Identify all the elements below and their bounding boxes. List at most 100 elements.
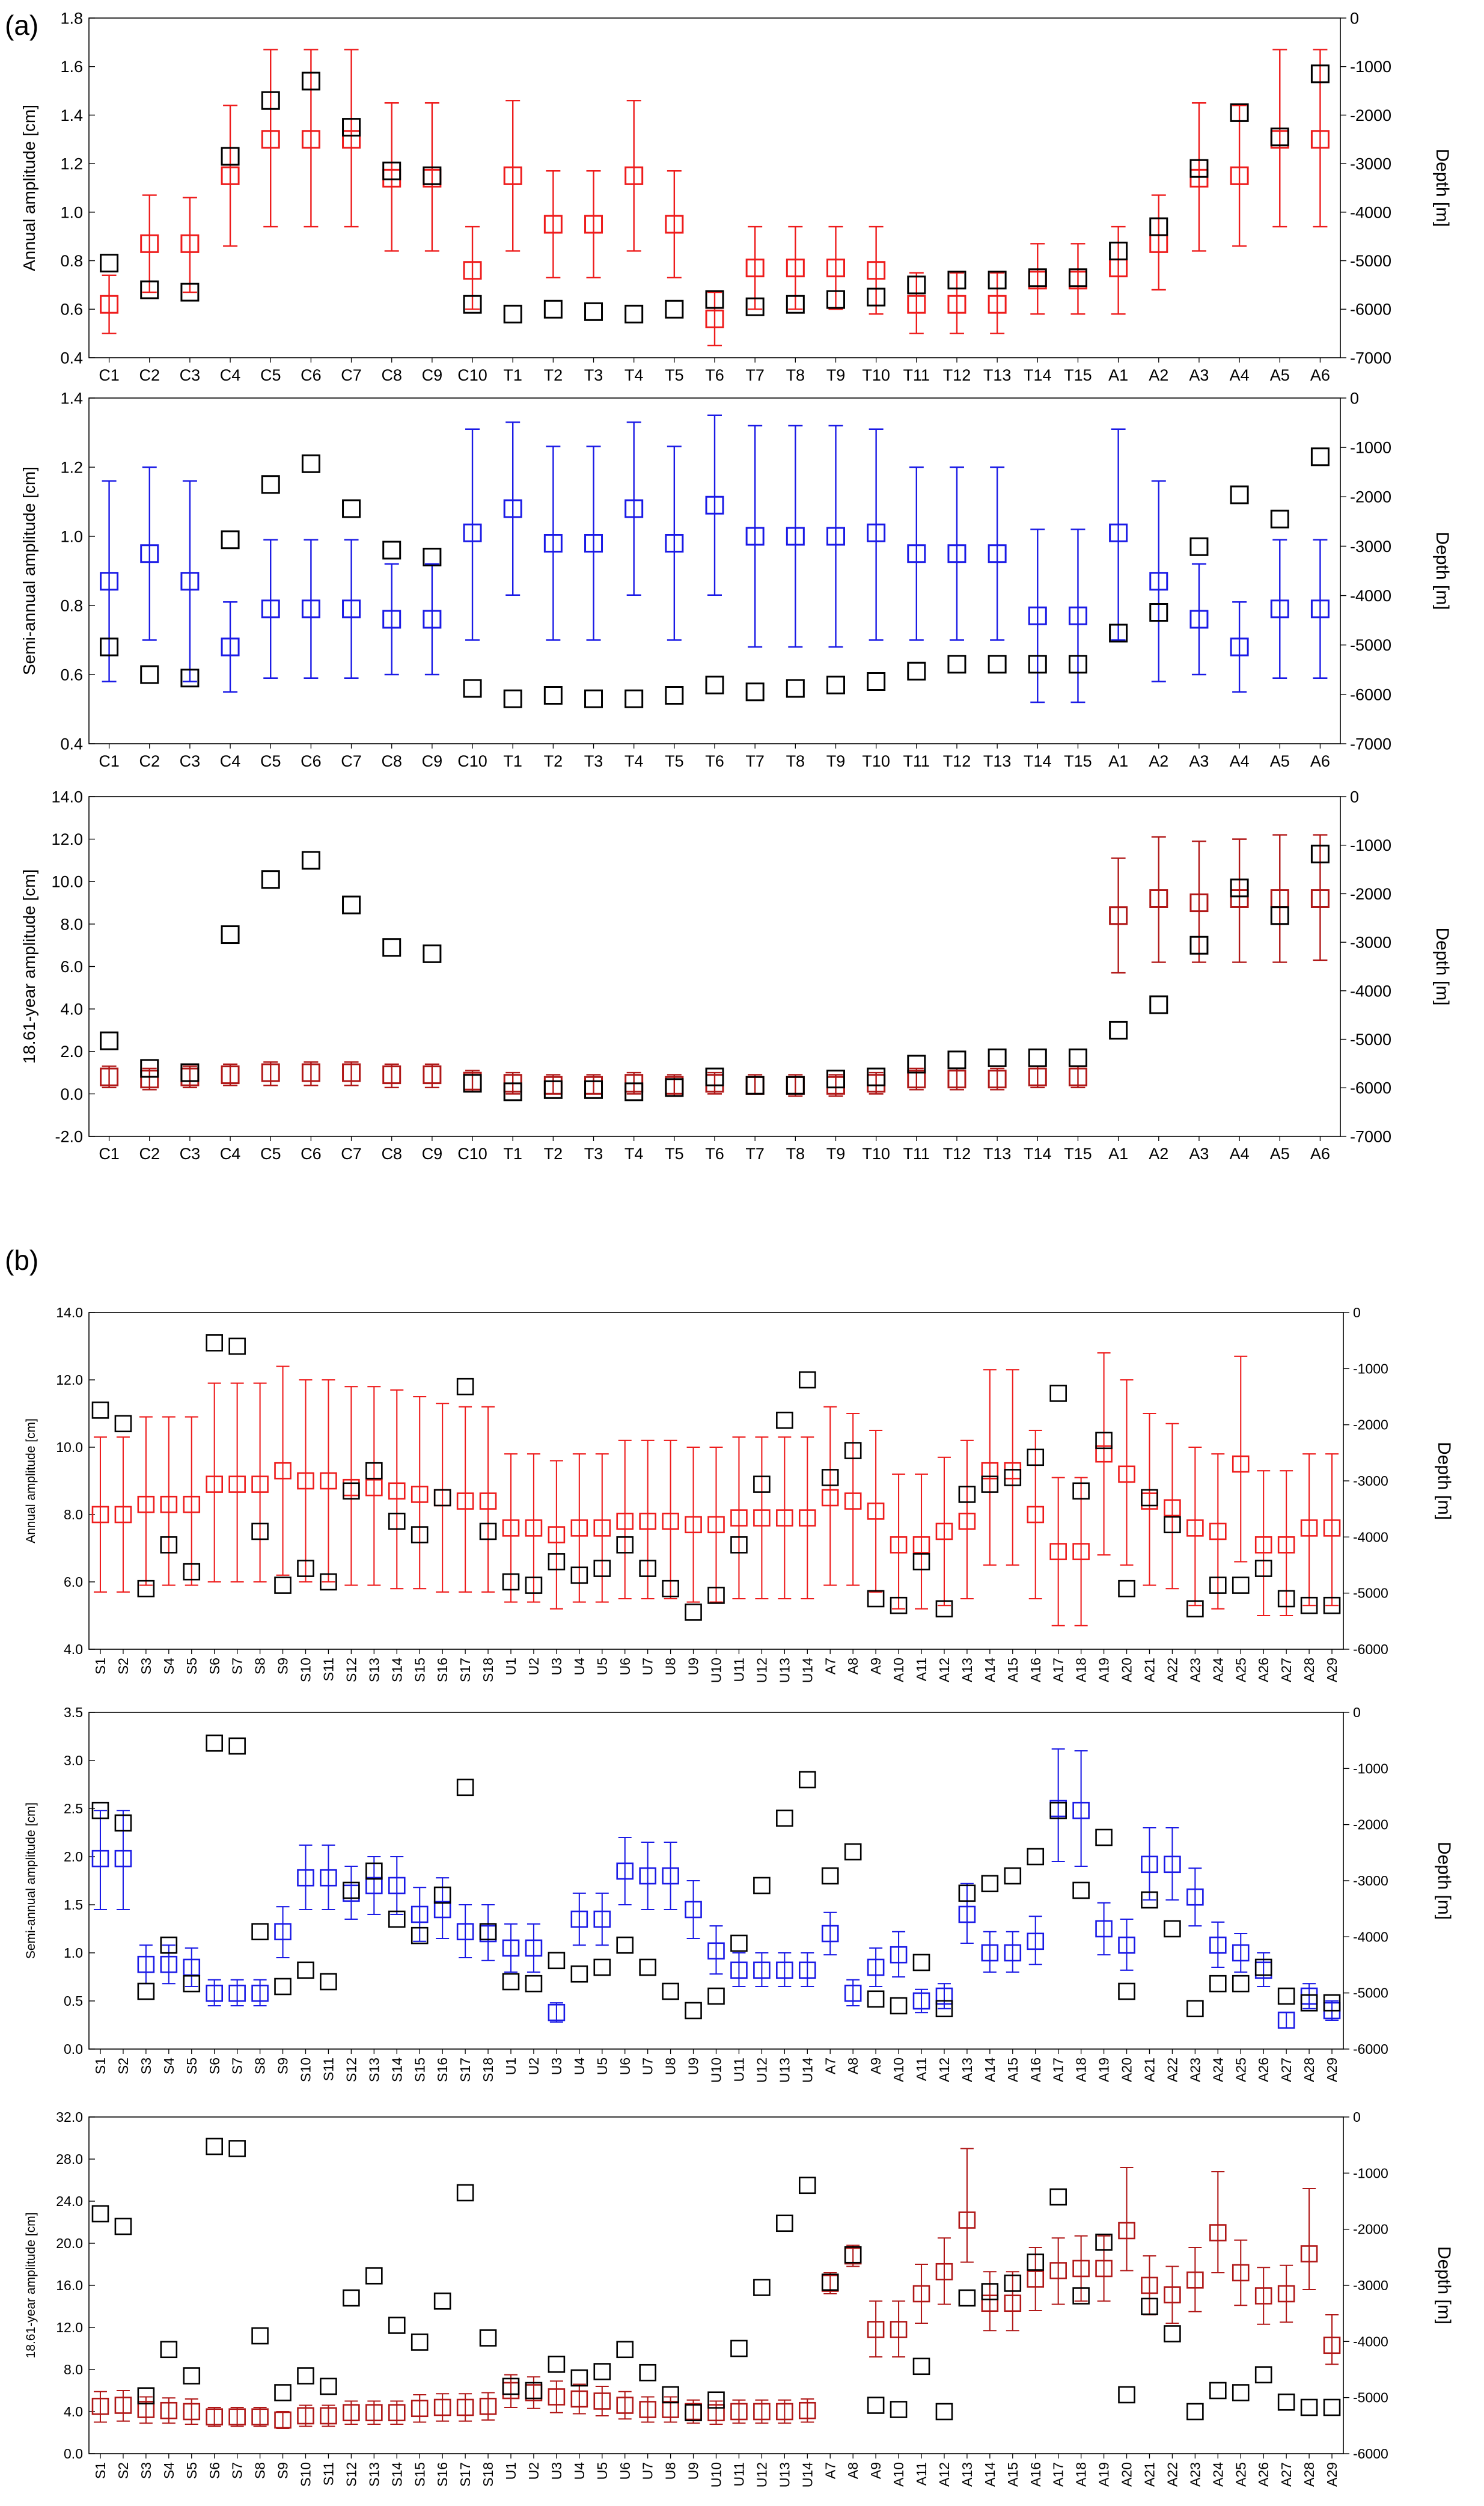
modelled-point-S6	[206, 1475, 224, 1493]
y-tick-label: 1.2	[60, 155, 83, 173]
x-tick-label: T1	[503, 752, 522, 770]
y-tick-label: 4.0	[64, 2404, 83, 2419]
modelled-point-T8	[786, 259, 805, 278]
modelled-point-A11	[912, 2285, 930, 2303]
y-axis-title: 18.61-year amplitude [cm]	[20, 869, 38, 1064]
observed-point-U5	[593, 1958, 611, 1976]
series-observed	[100, 64, 1330, 323]
x-tick-label: C5	[260, 752, 281, 770]
observed-point-S15	[411, 1926, 429, 1944]
observed-point-U3	[548, 2355, 566, 2373]
observed-point-U6	[616, 1536, 634, 1554]
x-tick-label: C2	[139, 1145, 160, 1163]
depth-tick-label: -6000	[1350, 301, 1391, 319]
modelled-point-T2	[543, 534, 563, 553]
observed-point-A26	[1254, 1560, 1272, 1577]
x-tick-label: A1	[1108, 366, 1128, 384]
x-tick-label: C6	[301, 366, 322, 384]
modelled-point-A16	[1027, 1932, 1045, 1950]
x-tick-label: U2	[526, 2057, 542, 2075]
x-tick-label: A13	[959, 2462, 975, 2487]
depth-tick-label: -5000	[1353, 2390, 1388, 2406]
y-tick-label: 0.6	[60, 666, 83, 684]
modelled-point-A3	[1189, 893, 1209, 913]
modelled-point-C5	[261, 599, 280, 619]
depth-tick-label: -3000	[1350, 934, 1391, 952]
x-tick-label: T7	[745, 366, 765, 384]
modelled-point-T11	[907, 295, 926, 314]
observed-point-S14	[388, 2317, 406, 2334]
modelled-point-S13	[365, 1876, 383, 1895]
modelled-point-T13	[988, 1070, 1007, 1089]
depth-tick-label: -1000	[1350, 58, 1391, 76]
x-tick-label: U1	[503, 1658, 519, 1675]
observed-point-A11	[912, 1953, 930, 1971]
modelled-point-S3	[137, 2401, 155, 2418]
observed-point-A13	[958, 2289, 976, 2307]
x-tick-label: A27	[1278, 2057, 1294, 2082]
observed-point-A15	[1004, 2275, 1022, 2292]
observed-point-T8	[786, 1076, 805, 1095]
modelled-point-A3	[1189, 610, 1209, 629]
x-tick-label: S16	[435, 1658, 450, 1682]
observed-point-T11	[907, 661, 926, 681]
modelled-point-A8	[844, 1492, 862, 1510]
observed-point-S16	[433, 1886, 451, 1904]
x-tick-label: T9	[826, 752, 846, 770]
modelled-point-S14	[388, 2404, 406, 2422]
x-tick-label: A3	[1189, 752, 1209, 770]
observed-point-A1	[1109, 241, 1128, 260]
observed-point-S16	[433, 2292, 451, 2310]
modelled-point-A29	[1323, 1519, 1341, 1537]
modelled-point-U12	[753, 1961, 771, 1979]
modelled-point-A10	[890, 1946, 908, 1964]
modelled-point-A10	[890, 2321, 908, 2338]
modelled-point-A21	[1141, 2276, 1158, 2294]
modelled-point-T9	[826, 527, 845, 546]
x-tick-label: U11	[731, 1658, 747, 1682]
modelled-point-U9	[685, 1901, 702, 1919]
observed-point-A25	[1232, 1974, 1250, 1993]
observed-point-T12	[947, 655, 966, 674]
observed-point-U11	[730, 2339, 748, 2357]
observed-point-T12	[947, 1050, 966, 1070]
depth-tick-label: -5000	[1353, 1985, 1388, 2001]
observed-point-C8	[382, 161, 402, 180]
x-tick-label: S4	[161, 2057, 177, 2074]
observed-point-C1	[100, 637, 119, 657]
x-tick-label: A28	[1301, 2462, 1317, 2487]
modelled-point-S13	[365, 2404, 383, 2422]
modelled-point-U3	[548, 2003, 566, 2021]
depth-tick-label: -4000	[1353, 1529, 1388, 1545]
depth-tick-label: -5000	[1350, 1031, 1391, 1049]
series-observed	[100, 447, 1330, 708]
y-tick-label: 0.4	[60, 349, 83, 367]
modelled-point-A14	[981, 1944, 999, 1962]
x-tick-label: C8	[381, 752, 402, 770]
observed-point-A5	[1270, 906, 1289, 925]
plot-frame	[88, 1712, 1344, 2050]
x-tick-label: S15	[412, 1658, 427, 1682]
chart-a1: 0.4 0.6 0.8 1.0 1.2 1.4 1.6 1.8 0 -1000 -2000 -3000…	[20, 9, 1452, 384]
x-tick-label: A2	[1149, 752, 1168, 770]
x-tick-label: A23	[1187, 1658, 1203, 1682]
modelled-point-C4	[221, 1065, 240, 1085]
observed-point-U13	[776, 1411, 793, 1429]
x-tick-label: A20	[1119, 2057, 1135, 2082]
modelled-point-C1	[100, 572, 119, 591]
modelled-point-S3	[137, 1955, 155, 1973]
y-tick-label: 8.0	[60, 915, 83, 933]
observed-point-T2	[543, 686, 563, 705]
observed-point-S11	[320, 1573, 337, 1591]
modelled-point-U4	[570, 1910, 588, 1928]
observed-point-C2	[140, 665, 159, 684]
x-tick-label: T5	[665, 366, 684, 384]
x-tick-label: C5	[260, 1145, 281, 1163]
x-tick-label: S16	[435, 2462, 450, 2487]
observed-point-S14	[388, 1512, 406, 1530]
x-tick-label: S7	[230, 2057, 245, 2074]
modelled-point-S16	[433, 1901, 451, 1919]
x-tick-label: S8	[252, 2462, 268, 2479]
observed-point-A10	[890, 2401, 908, 2418]
observed-point-S3	[137, 1982, 155, 2000]
